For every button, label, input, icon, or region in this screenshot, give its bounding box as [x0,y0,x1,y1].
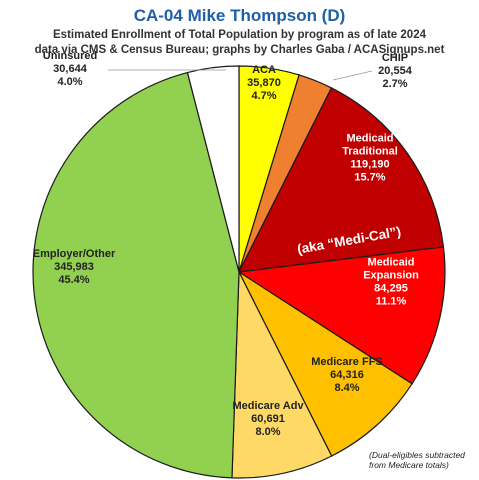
slice-percent: 8.0% [255,426,280,438]
slice-label-chip: CHIP 20,554 2.7% [378,52,413,90]
leader-line-chip [332,70,373,81]
slice-value: 64,316 [330,369,364,381]
slice-name: CHIP [382,52,408,64]
pie-slice-medicaid-traditional [237,87,445,273]
pie-slice-medicare-adv [231,271,333,479]
slice-name: Expansion [363,270,419,282]
pie-slice-uninsured [186,65,240,273]
footnote: (Dual-eligibles subtracted from Medicare… [369,450,465,470]
slice-label-medicaid-traditional: Medicaid Traditional 119,190 15.7% [342,133,398,184]
slice-value: 345,983 [54,261,94,273]
slice-label-medicare-ffs: Medicare FFS 64,316 8.4% [311,356,383,394]
slice-value: 84,295 [374,283,408,295]
pie-slice-medicare-ffs [237,270,413,457]
slice-name: Employer/Other [33,248,116,260]
slice-percent: 11.1% [376,296,407,308]
footnote-line-2: from Medicare totals) [369,460,449,470]
footnote-line-1: (Dual-eligibles subtracted [369,450,465,460]
slice-name: Medicare FFS [311,356,383,368]
slice-percent: 4.7% [251,90,276,102]
slice-name: Uninsured [43,50,97,62]
slice-percent: 45.4% [58,274,89,286]
slice-label-employer-other: Employer/Other 345,983 45.4% [33,248,116,286]
slice-value: 60,691 [251,413,285,425]
slice-label-medicare-adv: Medicare Adv 60,691 8.0% [232,400,304,438]
slice-percent: 4.0% [57,76,82,88]
slice-value: 119,190 [350,159,389,171]
pie-slice-medicaid-expansion [237,246,446,385]
slice-name: Medicaid [346,133,393,145]
slice-percent: 2.7% [382,78,407,90]
slice-value: 20,554 [378,65,413,77]
subtitle-line-1: Estimated Enrollment of Total Population… [53,29,426,41]
slice-name: Traditional [342,146,398,158]
slice-name: Medicare Adv [232,400,304,412]
slice-name: ACA [252,64,276,76]
slice-label-uninsured: Uninsured 30,644 4.0% [43,50,97,88]
slice-label-medicaid-expansion: Medicaid Expansion 84,295 11.1% [363,257,419,308]
slice-label-aca: ACA 35,870 4.7% [247,64,281,102]
slice-value: 30,644 [53,63,88,75]
slice-name: Medicaid [367,257,414,269]
slice-percent: 15.7% [354,172,385,184]
slice-value: 35,870 [247,77,281,89]
pie-slice-employer-other [32,71,240,479]
slice-percent: 8.4% [334,382,359,394]
subtitle-line-2: data via CMS & Census Bureau; graphs by … [34,44,445,56]
chart-title: CA-04 Mike Thompson (D) [133,6,346,25]
chart-subtitle: Estimated Enrollment of Total Population… [0,28,479,58]
